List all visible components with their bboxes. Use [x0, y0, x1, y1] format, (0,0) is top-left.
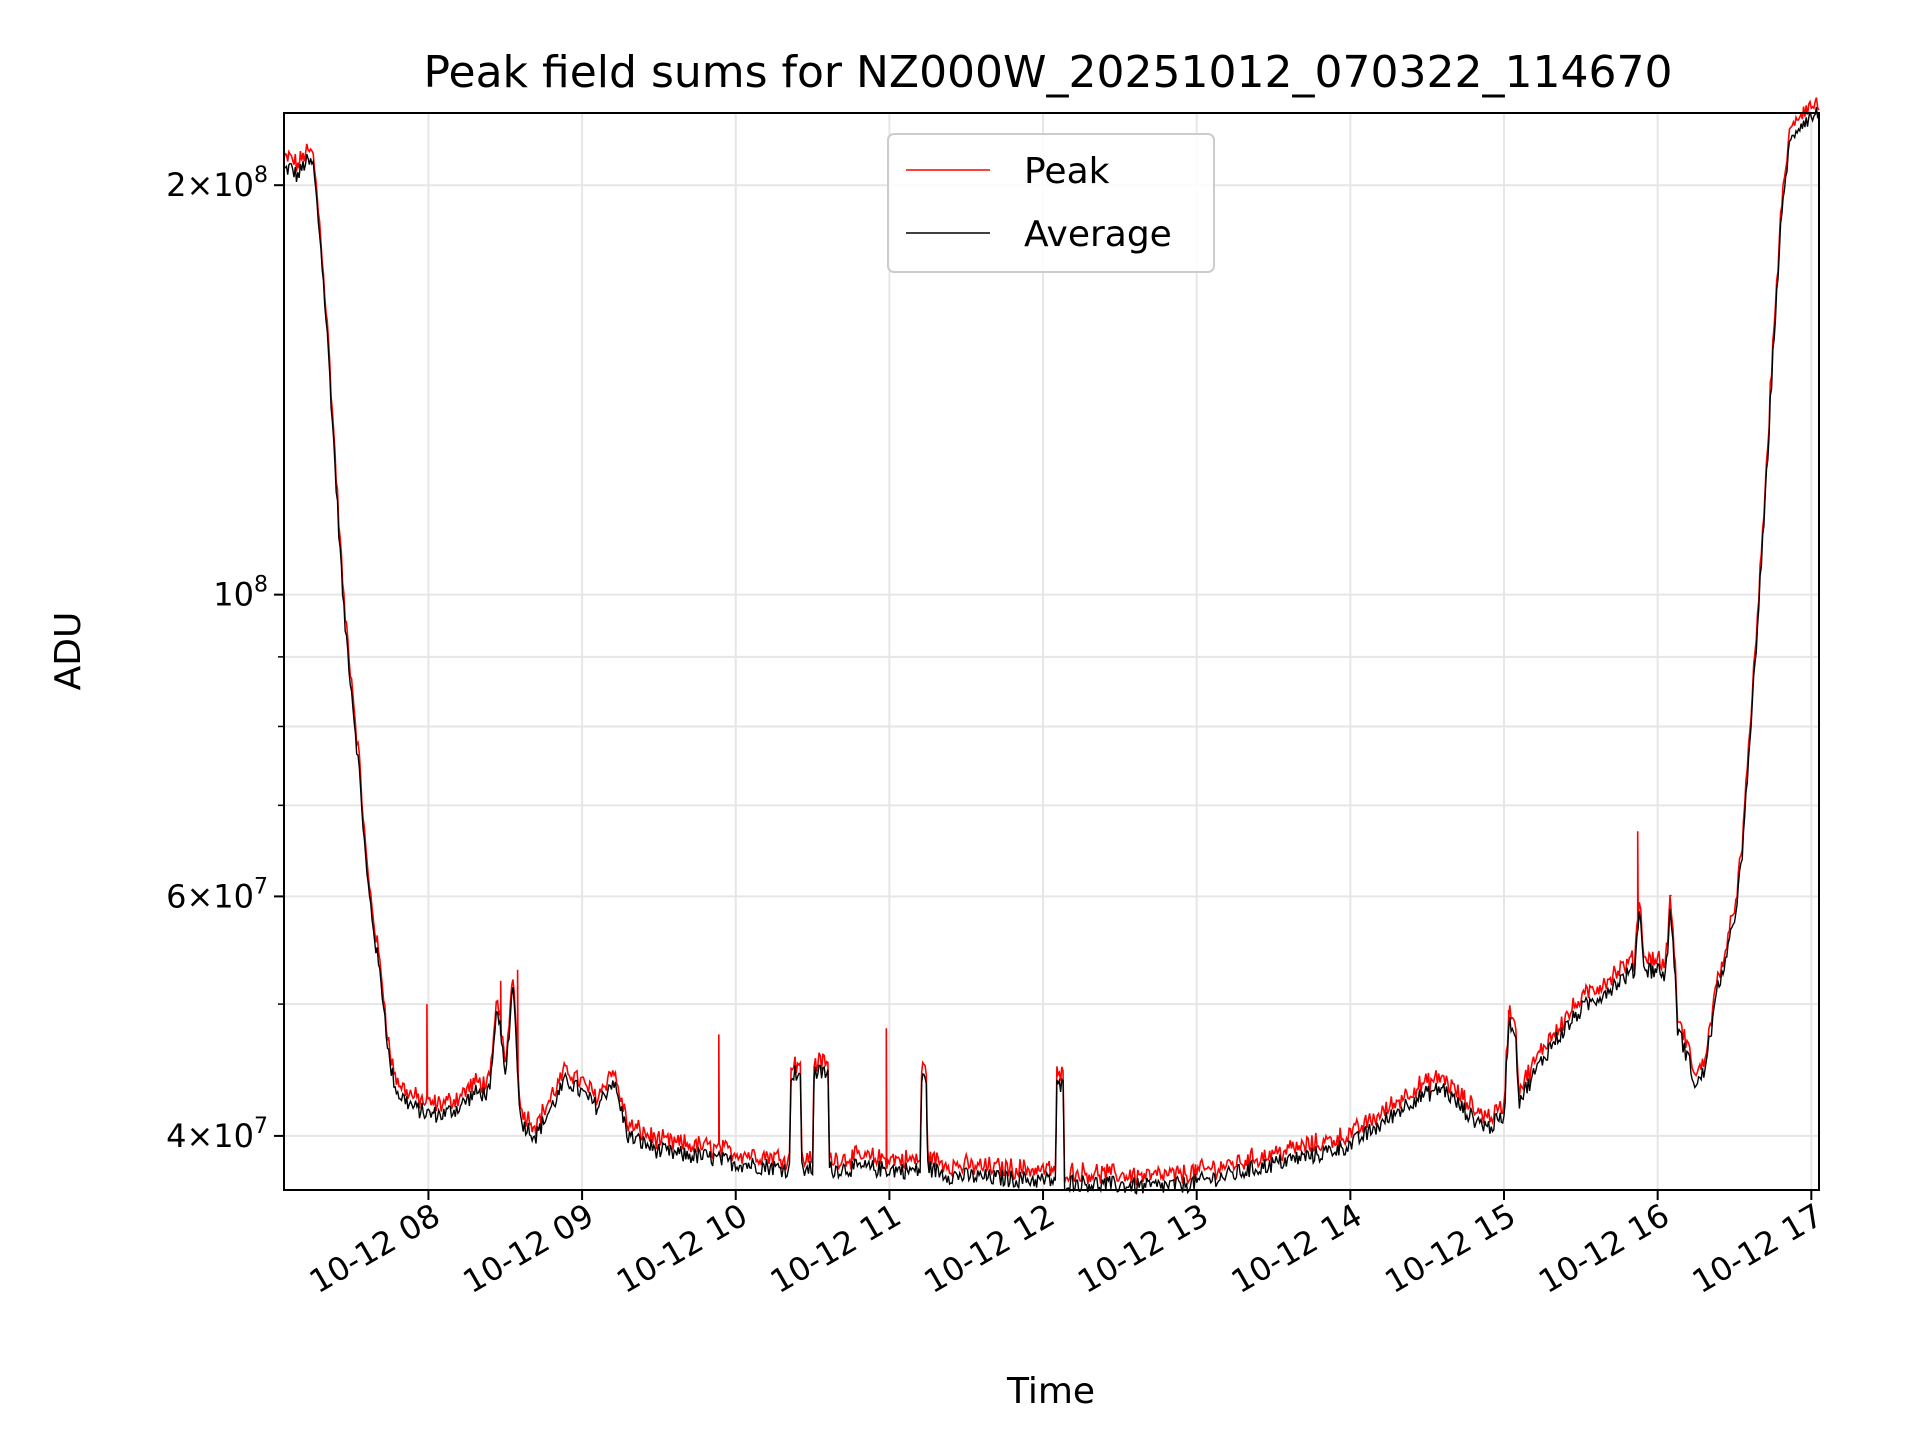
- legend-label-average: Average: [1024, 214, 1172, 255]
- legend: Peak Average: [887, 133, 1215, 273]
- y-tick-label: 2×108: [166, 163, 268, 204]
- grid: [284, 113, 1819, 1190]
- y-axis: 4×107 6×107 108 2×108: [166, 163, 284, 1155]
- series-line-peak: [283, 97, 1820, 1186]
- x-axis-label: Time: [1006, 1371, 1095, 1412]
- series-lines: [283, 97, 1820, 1195]
- series-line-average: [283, 106, 1820, 1195]
- plot-frame: [283, 112, 1820, 1191]
- legend-box: [887, 133, 1215, 273]
- y-tick-label: 108: [213, 573, 268, 614]
- y-axis-label: ADU: [48, 612, 89, 691]
- legend-label-peak: Peak: [1024, 151, 1110, 192]
- y-tick-label: 4×107: [166, 1114, 268, 1155]
- chart-title: Peak field sums for NZ000W_20251012_0703…: [424, 47, 1673, 98]
- y-tick-label: 6×107: [166, 874, 268, 915]
